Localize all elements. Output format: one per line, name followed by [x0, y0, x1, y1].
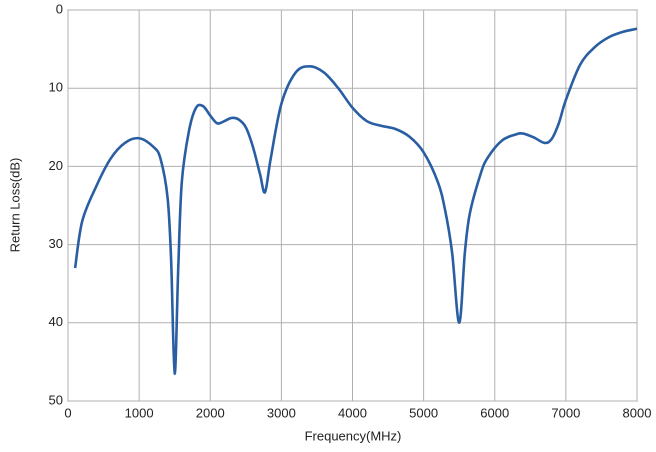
x-tick-label: 4000 — [338, 405, 367, 420]
y-axis-label: Return Loss(dB) — [7, 158, 22, 253]
x-tick-label: 6000 — [480, 405, 509, 420]
x-tick-label: 8000 — [623, 405, 652, 420]
x-tick-label: 7000 — [551, 405, 580, 420]
x-tick-label: 1000 — [125, 405, 154, 420]
x-tick-label: 2000 — [196, 405, 225, 420]
data-line — [73, 27, 638, 375]
y-tick-label: 20 — [49, 158, 63, 173]
y-tick-label: 30 — [49, 236, 63, 251]
y-tick-label: 10 — [49, 80, 63, 95]
x-axis-label: Frequency(MHz) — [305, 428, 402, 443]
x-tick-label: 0 — [64, 405, 71, 420]
x-tick-label: 3000 — [267, 405, 296, 420]
y-tick-label: 40 — [49, 314, 63, 329]
x-tick-label: 5000 — [409, 405, 438, 420]
y-tick-label: 50 — [49, 392, 63, 407]
y-tick-label: 0 — [56, 1, 63, 16]
